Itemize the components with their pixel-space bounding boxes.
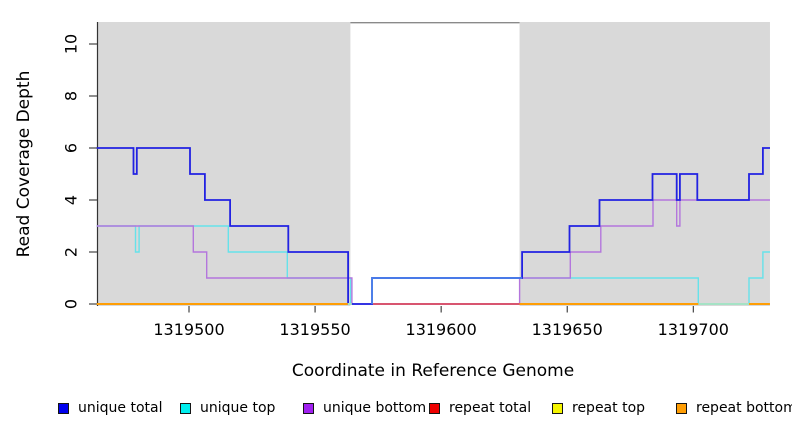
legend-item-unique-total: unique total	[58, 399, 162, 417]
series-line-unique-bottom	[96, 199, 770, 305]
legend-label: unique bottom	[323, 400, 427, 416]
y-tick-label: 4	[61, 194, 81, 206]
y-tick-label: 6	[61, 142, 81, 154]
y-tick-label: 10	[61, 33, 81, 55]
legend-item-repeat-total: repeat total	[429, 399, 531, 417]
x-axis-title: Coordinate in Reference Genome	[291, 361, 575, 381]
legend-swatch	[180, 402, 191, 414]
series-line-gap-overlay	[371, 277, 523, 304]
legend-label: unique top	[200, 400, 276, 416]
legend-swatch	[58, 402, 69, 414]
legend-item-repeat-top: repeat top	[552, 399, 645, 417]
legend-item-repeat-bottom: repeat bottom	[676, 399, 792, 417]
x-tick-label: 1319700	[657, 320, 729, 339]
x-tick-label: 1319600	[405, 320, 477, 339]
legend-swatch	[303, 402, 314, 414]
x-tick-label: 1319650	[531, 320, 603, 339]
legend-label: unique total	[78, 400, 163, 416]
series-line-unique-top	[96, 225, 770, 305]
legend-swatch	[552, 402, 563, 414]
legend-label: repeat bottom	[696, 400, 792, 416]
series-line-unique-total	[96, 147, 770, 305]
legend-swatch	[676, 402, 687, 414]
y-tick-label: 2	[61, 246, 81, 258]
y-axis-title: Read Coverage Depth	[14, 70, 34, 258]
x-tick-label: 1319550	[279, 320, 351, 339]
y-tick-label: 0	[61, 298, 81, 310]
x-tick-label: 1319500	[153, 320, 225, 339]
legend-swatch	[429, 402, 440, 414]
shaded-region	[97, 22, 351, 306]
legend-item-unique-top: unique top	[180, 399, 275, 417]
legend-label: repeat top	[572, 400, 646, 416]
legend-item-unique-bottom: unique bottom	[303, 399, 426, 417]
legend-label: repeat total	[449, 400, 532, 416]
shaded-region	[519, 22, 770, 306]
y-tick-label: 8	[61, 90, 81, 102]
